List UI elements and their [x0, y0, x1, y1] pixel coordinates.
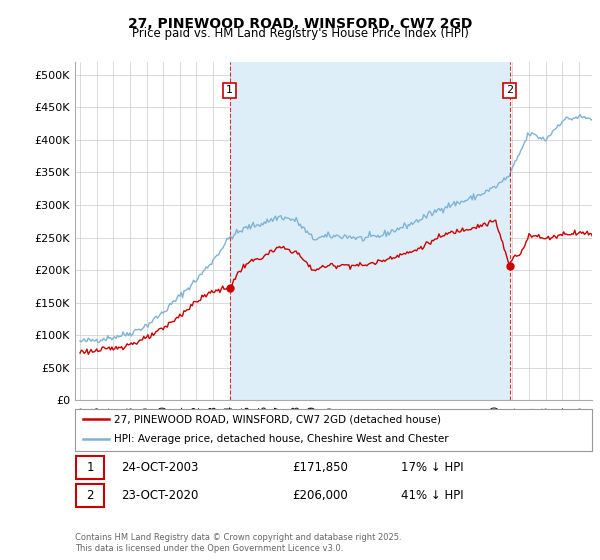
- Text: 1: 1: [226, 85, 233, 95]
- Text: Contains HM Land Registry data © Crown copyright and database right 2025.
This d: Contains HM Land Registry data © Crown c…: [75, 533, 401, 553]
- Bar: [230, 62, 509, 400]
- Text: 23-OCT-2020: 23-OCT-2020: [122, 489, 199, 502]
- Text: Price paid vs. HM Land Registry's House Price Index (HPI): Price paid vs. HM Land Registry's House …: [131, 27, 469, 40]
- Text: HPI: Average price, detached house, Cheshire West and Chester: HPI: Average price, detached house, Ches…: [114, 434, 448, 444]
- Text: 17% ↓ HPI: 17% ↓ HPI: [401, 461, 463, 474]
- FancyBboxPatch shape: [75, 409, 592, 451]
- Text: 27, PINEWOOD ROAD, WINSFORD, CW7 2GD (detached house): 27, PINEWOOD ROAD, WINSFORD, CW7 2GD (de…: [114, 414, 441, 424]
- Text: £206,000: £206,000: [292, 489, 348, 502]
- Text: 41% ↓ HPI: 41% ↓ HPI: [401, 489, 463, 502]
- Text: 27, PINEWOOD ROAD, WINSFORD, CW7 2GD: 27, PINEWOOD ROAD, WINSFORD, CW7 2GD: [128, 17, 472, 31]
- FancyBboxPatch shape: [76, 456, 104, 479]
- Text: £171,850: £171,850: [292, 461, 348, 474]
- Text: 2: 2: [506, 85, 513, 95]
- Text: 2: 2: [86, 489, 94, 502]
- Text: 1: 1: [86, 461, 94, 474]
- Text: 24-OCT-2003: 24-OCT-2003: [122, 461, 199, 474]
- FancyBboxPatch shape: [76, 484, 104, 506]
